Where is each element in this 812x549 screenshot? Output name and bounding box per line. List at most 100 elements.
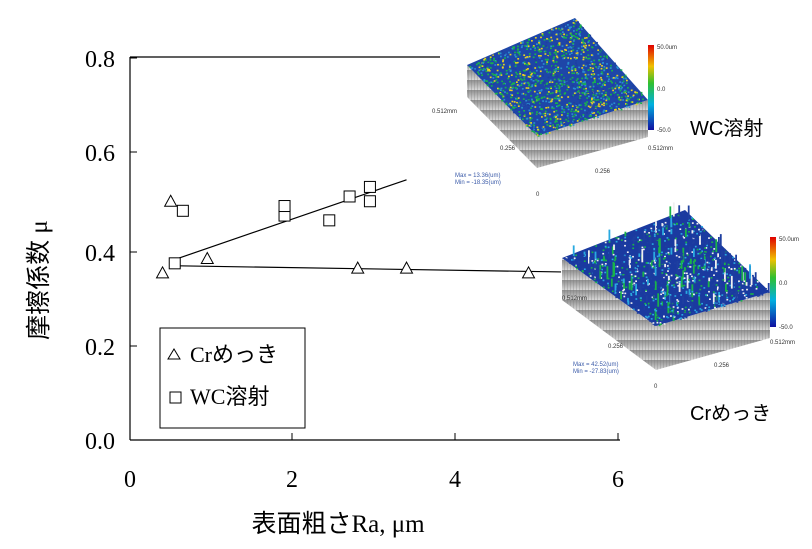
- surface-speckle: [560, 74, 563, 76]
- surface-speckle: [579, 34, 581, 37]
- surface-speckle: [555, 87, 558, 90]
- surface-speckle: [557, 105, 559, 107]
- data-point-cr: [155, 265, 170, 279]
- surface-speckle: [698, 252, 701, 255]
- surface-speckle: [555, 61, 558, 63]
- surface-speckle: [648, 232, 650, 234]
- surface-speckle: [523, 104, 525, 106]
- surface-speckle: [601, 76, 604, 78]
- surface-speckle: [592, 97, 595, 100]
- surface-speckle: [582, 115, 584, 118]
- surface-speckle: [696, 261, 698, 264]
- surface-speckle: [555, 81, 557, 83]
- surface-speckle: [621, 76, 624, 78]
- surface-speckle: [694, 226, 696, 228]
- surface-speckle: [551, 39, 553, 42]
- surface-speckle: [663, 233, 665, 235]
- surface-speckle: [615, 240, 618, 243]
- surface-speckle: [623, 254, 626, 257]
- surface-speckle: [561, 107, 564, 110]
- surface-speckle: [559, 29, 562, 32]
- surface-speckle: [576, 78, 579, 80]
- surface-speckle: [546, 56, 549, 58]
- surface-speckle: [602, 252, 605, 255]
- surface-speckle: [530, 68, 533, 71]
- surface-speckle: [639, 227, 642, 230]
- surface-speckle: [567, 63, 570, 65]
- surface-speckle: [659, 322, 662, 324]
- surface-speckle: [611, 77, 614, 79]
- surface-speckle: [556, 102, 559, 104]
- surface-speckle: [681, 308, 684, 310]
- surface-speckle: [529, 84, 532, 86]
- surface-speckle: [505, 102, 508, 105]
- surface-speckle: [656, 233, 659, 235]
- surface-speckle: [497, 87, 499, 90]
- surface-speckle: [722, 294, 725, 296]
- surface-speckle: [657, 316, 659, 319]
- surface-speckle: [652, 299, 655, 302]
- surface-speckle: [625, 103, 627, 105]
- surface-speckle: [626, 103, 628, 106]
- surface-speckle: [691, 222, 694, 224]
- surface-speckle: [657, 293, 660, 307]
- surface-speckle: [589, 106, 592, 109]
- surface-speckle: [639, 281, 642, 284]
- surface-speckle: [694, 268, 697, 270]
- surface-speckle: [678, 215, 681, 218]
- surface-speckle: [722, 272, 725, 275]
- surface-speckle: [646, 241, 649, 244]
- surface-speckle: [528, 124, 531, 127]
- surface-speckle: [726, 282, 729, 285]
- surface-speckle: [659, 235, 662, 238]
- surface-speckle: [701, 226, 703, 228]
- surface-speckle: [708, 290, 710, 293]
- surface-speckle: [575, 59, 577, 62]
- surface-speckle: [580, 96, 583, 98]
- surface-speckle: [647, 290, 650, 292]
- surface-speckle: [536, 43, 538, 45]
- surface-speckle: [585, 44, 587, 47]
- surface-speckle: [567, 46, 570, 49]
- surface-speckle: [680, 276, 683, 287]
- surface-speckle: [651, 230, 653, 232]
- data-point-wc: [323, 214, 336, 227]
- surface-speckle: [631, 101, 634, 103]
- surface-speckle: [670, 280, 672, 283]
- surface-speckle: [563, 25, 565, 28]
- surface-speckle: [676, 273, 679, 275]
- surface-speckle: [555, 97, 558, 100]
- surface-speckle: [559, 118, 562, 120]
- surface-speckle: [537, 99, 540, 101]
- surface-speckle: [581, 28, 583, 30]
- surface-speckle: [672, 315, 675, 317]
- surface-speckle: [620, 77, 623, 80]
- surface-speckle: [548, 57, 551, 60]
- surface-speckle: [539, 70, 542, 73]
- surface-speckle: [524, 93, 527, 96]
- surface-speckle: [539, 66, 541, 69]
- wc-color-scale: [648, 45, 654, 130]
- surface-speckle: [531, 75, 534, 77]
- surface-speckle: [712, 291, 715, 293]
- surface-speckle: [563, 80, 566, 82]
- surface-speckle: [656, 283, 658, 286]
- surface-speckle: [659, 268, 662, 271]
- surface-speckle: [578, 86, 581, 88]
- surface-speckle: [587, 62, 590, 64]
- surface-speckle: [615, 96, 617, 99]
- surface-speckle: [584, 83, 587, 85]
- surface-speckle: [555, 120, 557, 122]
- surface-speckle: [681, 255, 684, 260]
- surface-speckle: [589, 64, 591, 66]
- surface-speckle: [629, 263, 632, 265]
- surface-speckle: [643, 258, 646, 261]
- surface-speckle: [480, 72, 483, 74]
- surface-speckle: [707, 281, 710, 288]
- surface-speckle: [520, 42, 522, 44]
- surface-speckle: [565, 49, 567, 51]
- surface-speckle: [604, 275, 607, 277]
- surface-speckle: [639, 286, 642, 293]
- surface-speckle: [603, 109, 605, 112]
- surface-speckle: [648, 263, 651, 279]
